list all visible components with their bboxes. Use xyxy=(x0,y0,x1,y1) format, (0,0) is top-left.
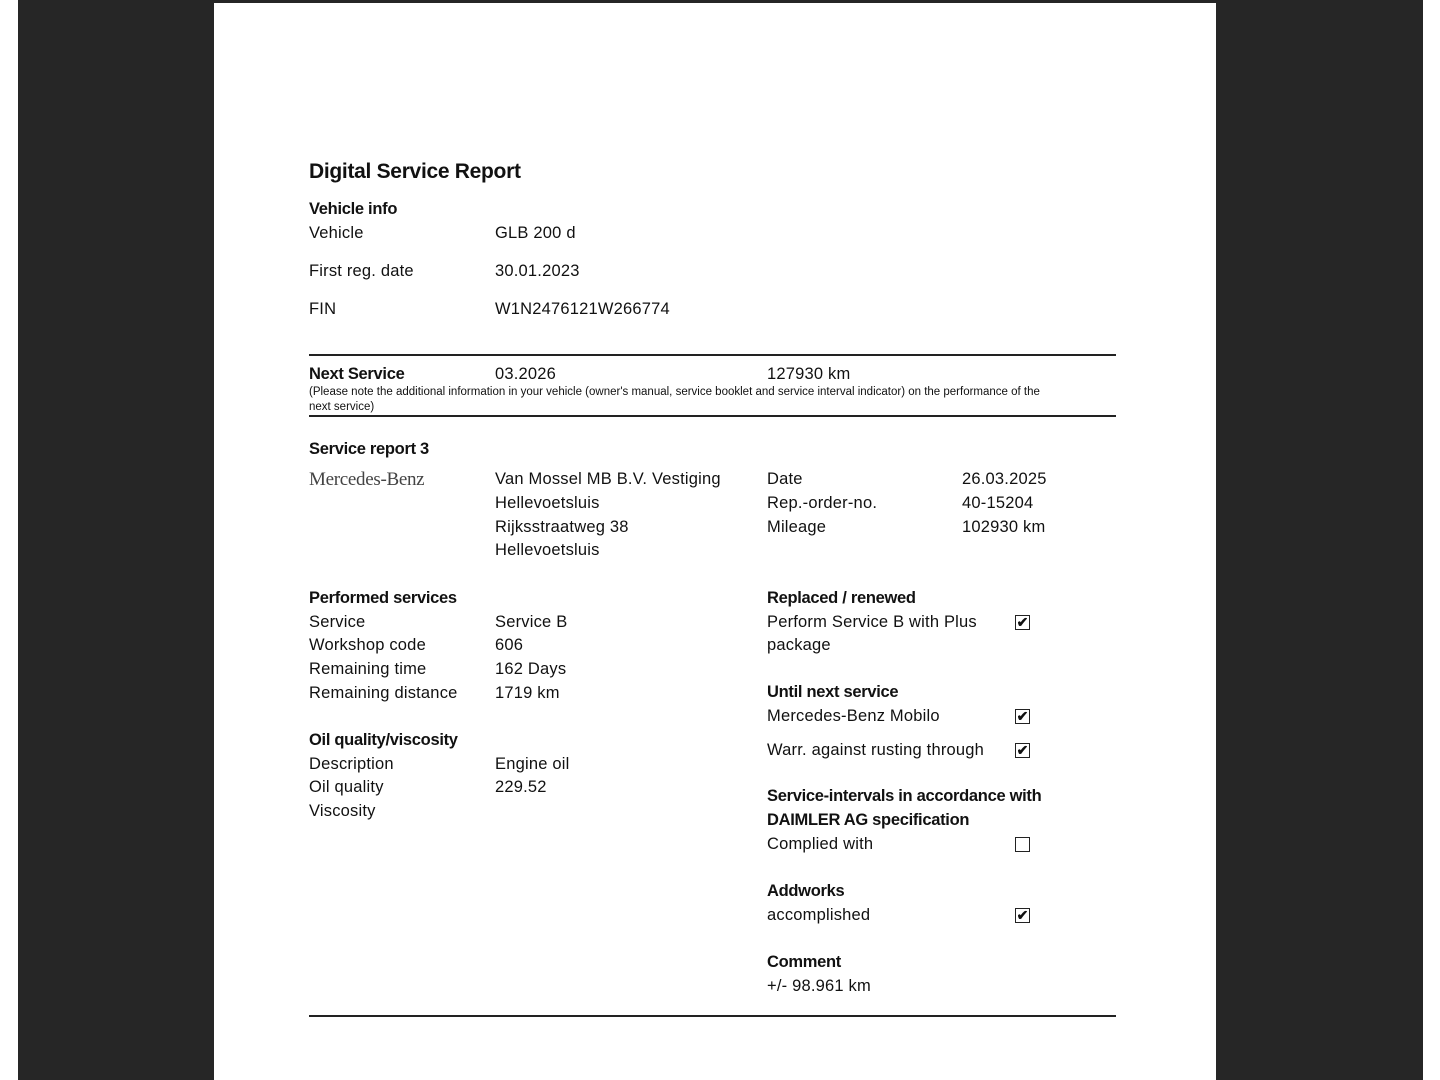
dealer-line: Hellevoetsluis xyxy=(495,494,600,512)
label: Mercedes-Benz Mobilo xyxy=(767,707,940,725)
replaced-heading: Replaced / renewed xyxy=(767,589,916,607)
dealer-line: Van Mossel MB B.V. Vestiging xyxy=(495,470,721,488)
value: W1N2476121W266774 xyxy=(495,300,670,318)
replaced-item: Perform Service B with Plus xyxy=(767,613,977,631)
value: GLB 200 d xyxy=(495,224,576,242)
next-service-mileage: 127930 km xyxy=(767,365,851,383)
label: Viscosity xyxy=(309,802,376,820)
label: Date xyxy=(767,470,803,488)
checkbox-checked: ✔ xyxy=(1015,907,1030,923)
label: Rep.-order-no. xyxy=(767,494,878,512)
next-service-note: (Please note the additional information … xyxy=(309,386,1040,398)
value: Engine oil xyxy=(495,755,570,773)
label: Oil quality xyxy=(309,778,384,796)
value: 1719 km xyxy=(495,684,560,702)
document-page xyxy=(214,3,1216,1080)
value: 229.52 xyxy=(495,778,547,796)
value: 40-15204 xyxy=(962,494,1034,512)
label: Service xyxy=(309,613,366,631)
label: Warr. against rusting through xyxy=(767,741,985,759)
label: Workshop code xyxy=(309,636,426,654)
checkbox-unchecked xyxy=(1015,837,1030,852)
next-service-heading: Next Service xyxy=(309,365,405,383)
checkbox-checked: ✔ xyxy=(1015,614,1030,630)
intervals-heading-2: DAIMLER AG specification xyxy=(767,811,970,829)
service-report-heading: Service report 3 xyxy=(309,440,429,458)
value: 30.01.2023 xyxy=(495,262,580,280)
label: Vehicle xyxy=(309,224,364,242)
value: Service B xyxy=(495,613,568,631)
dealer-line: Hellevoetsluis xyxy=(495,541,600,559)
comment-heading: Comment xyxy=(767,953,841,971)
oil-heading: Oil quality/viscosity xyxy=(309,731,458,749)
divider xyxy=(309,354,1116,356)
dealer-line: Rijksstraatweg 38 xyxy=(495,518,629,536)
divider xyxy=(309,415,1116,417)
next-service-date: 03.2026 xyxy=(495,365,557,383)
checkbox-checked: ✔ xyxy=(1015,708,1030,724)
mercedes-benz-logo: Mercedes-Benz xyxy=(309,469,425,490)
intervals-heading: Service-intervals in accordance with xyxy=(767,787,1042,805)
value: 606 xyxy=(495,636,524,654)
value: 162 Days xyxy=(495,660,567,678)
label: FIN xyxy=(309,300,337,318)
next-service-note-2: next service) xyxy=(309,401,375,413)
addworks-heading: Addworks xyxy=(767,882,845,900)
page-title: Digital Service Report xyxy=(309,160,521,183)
label: accomplished xyxy=(767,906,871,924)
label: Mileage xyxy=(767,518,827,536)
label: Description xyxy=(309,755,394,773)
label: Remaining distance xyxy=(309,684,458,702)
divider xyxy=(309,1015,1116,1017)
until-next-heading: Until next service xyxy=(767,683,899,701)
checkbox-checked: ✔ xyxy=(1015,742,1030,758)
vehicle-info-heading: Vehicle info xyxy=(309,200,398,218)
performed-services-heading: Performed services xyxy=(309,589,457,607)
label: Remaining time xyxy=(309,660,427,678)
value: 26.03.2025 xyxy=(962,470,1047,488)
value: 102930 km xyxy=(962,518,1046,536)
label: First reg. date xyxy=(309,262,414,280)
comment-text: +/- 98.961 km xyxy=(767,977,871,995)
label: Complied with xyxy=(767,835,874,853)
replaced-item-cont: package xyxy=(767,636,831,654)
